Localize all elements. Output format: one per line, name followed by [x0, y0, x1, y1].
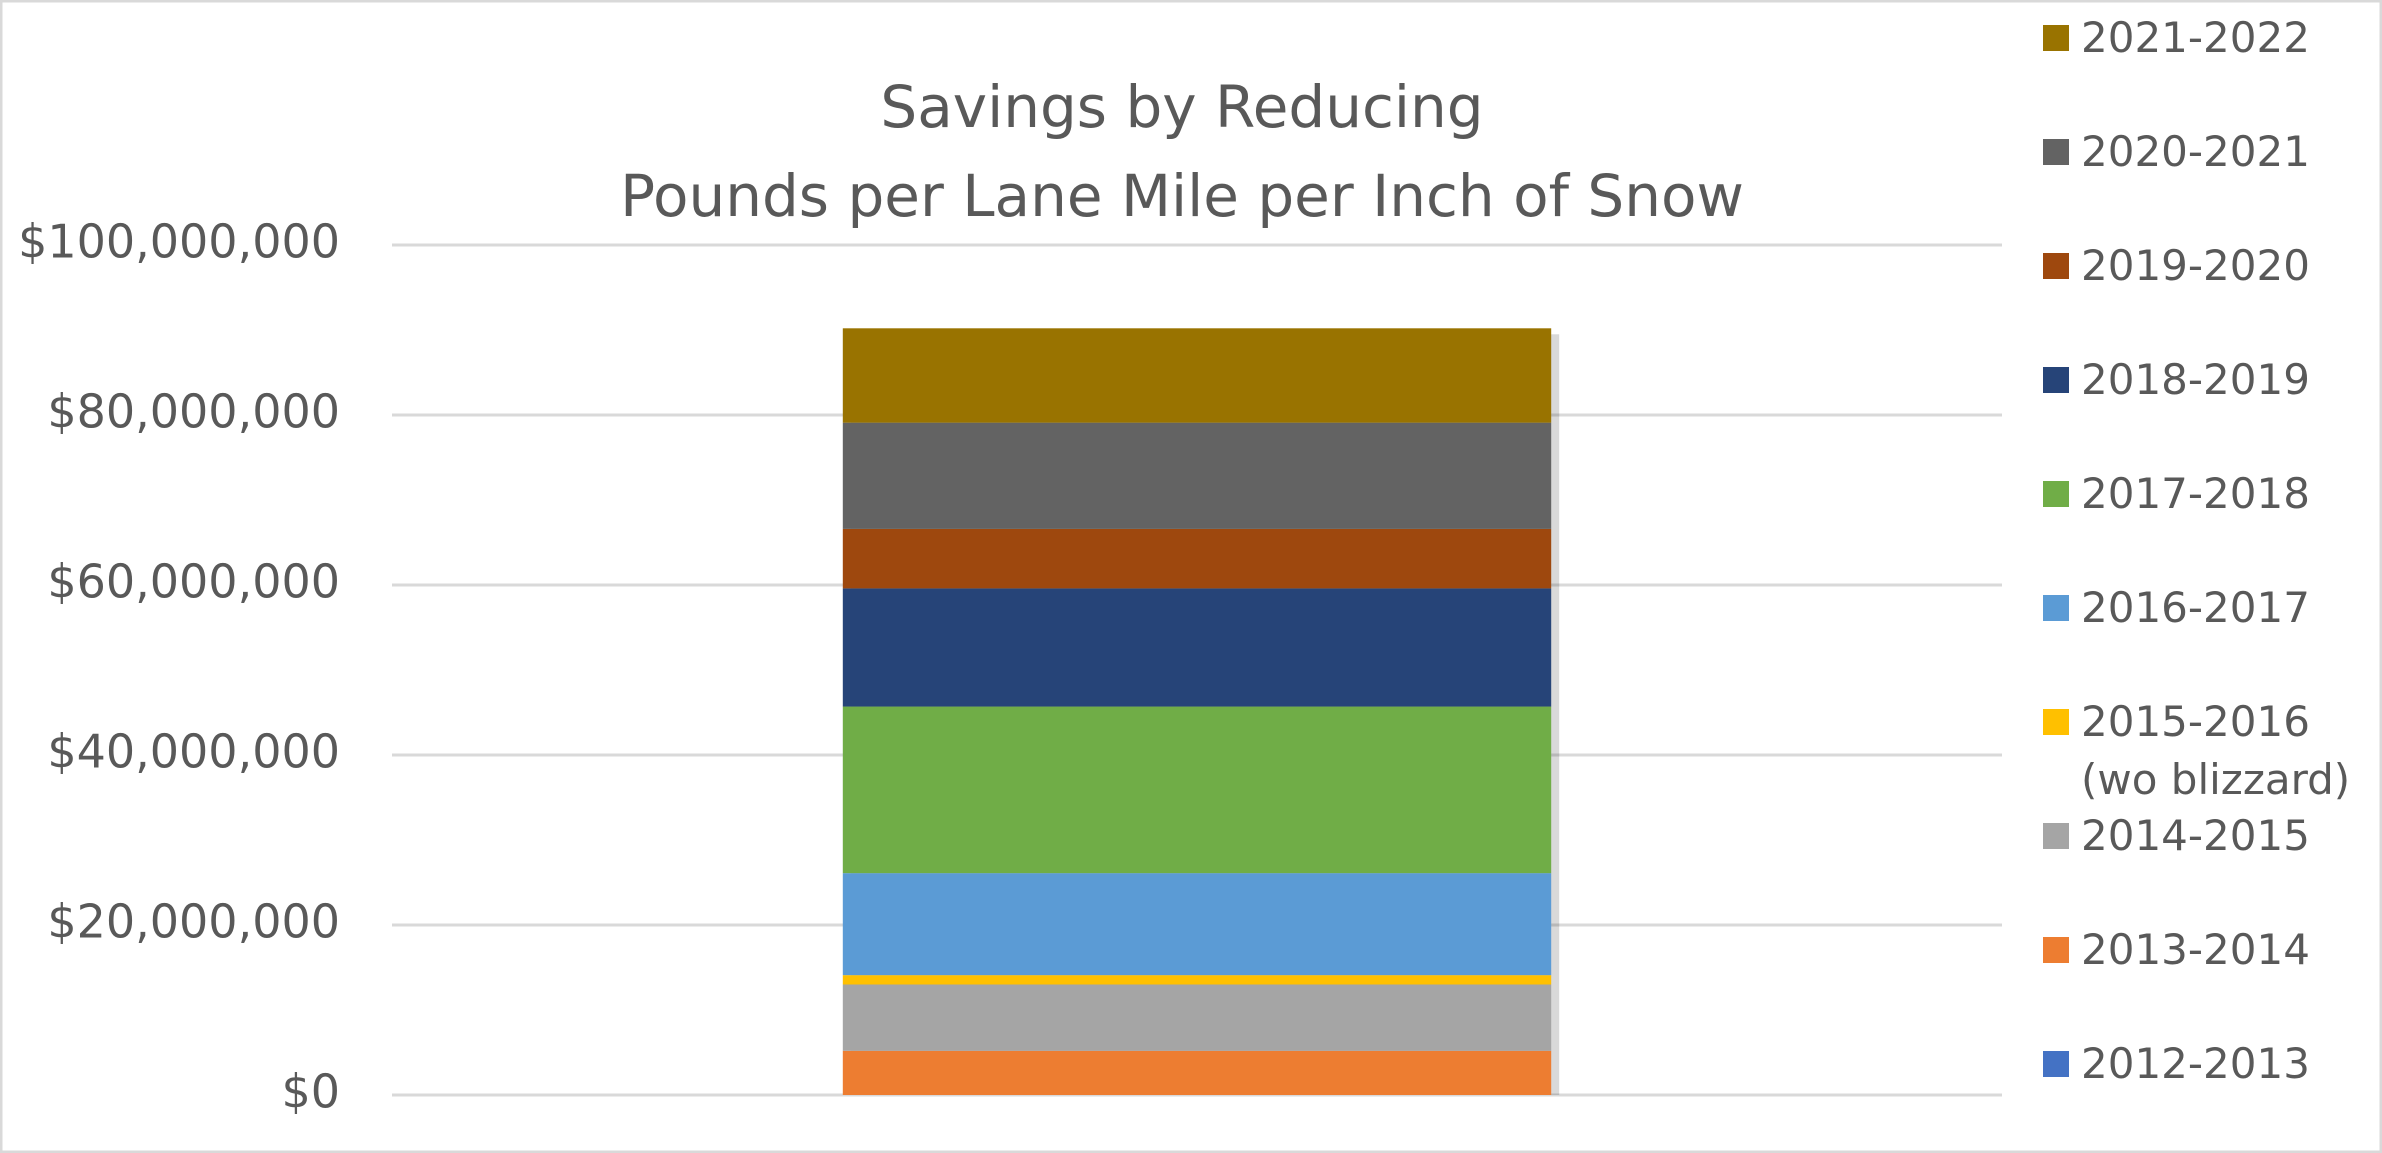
legend-swatch	[2043, 253, 2069, 279]
chart-title: Savings by Reducing	[880, 73, 1483, 141]
y-tick-label: $20,000,000	[47, 895, 340, 949]
legend-label: 2012-2013	[2081, 1039, 2310, 1088]
y-tick-label: $40,000,000	[47, 725, 340, 779]
legend-swatch	[2043, 595, 2069, 621]
bar-segment	[842, 588, 1552, 707]
y-tick-label: $100,000,000	[18, 215, 340, 269]
legend-swatch	[2043, 937, 2069, 963]
legend-item: 2021-2022	[2043, 9, 2373, 67]
legend-swatch	[2043, 823, 2069, 849]
legend-label: 2015-2016 (wo blizzard)	[2081, 697, 2351, 804]
legend-swatch	[2043, 1051, 2069, 1077]
legend-item: 2013-2014	[2043, 921, 2373, 979]
bar-segment	[842, 975, 1552, 985]
legend-label: 2018-2019	[2081, 355, 2310, 404]
legend-item: 2017-2018	[2043, 465, 2373, 523]
bar-segment	[842, 528, 1552, 589]
bar-segment	[842, 328, 1552, 423]
legend-label: 2014-2015	[2081, 811, 2310, 860]
legend-swatch	[2043, 481, 2069, 507]
legend-label: 2016-2017	[2081, 583, 2310, 632]
legend-swatch	[2043, 139, 2069, 165]
legend-label: 2020-2021	[2081, 127, 2310, 176]
bar-segment	[842, 1050, 1552, 1095]
legend-label: 2021-2022	[2081, 13, 2310, 62]
legend-item: 2020-2021	[2043, 123, 2373, 181]
bar-segment	[842, 706, 1552, 874]
bar-segment	[842, 984, 1552, 1051]
chart-subtitle: Pounds per Lane Mile per Inch of Snow	[620, 162, 1744, 230]
y-tick-label: $0	[281, 1065, 340, 1119]
legend-swatch	[2043, 709, 2069, 735]
legend-item: 2016-2017	[2043, 579, 2373, 637]
legend-item: 2018-2019	[2043, 351, 2373, 409]
legend-label: 2017-2018	[2081, 469, 2310, 518]
bar-segment	[842, 422, 1552, 529]
legend-swatch	[2043, 25, 2069, 51]
legend-label: 2013-2014	[2081, 925, 2310, 974]
y-tick-label: $80,000,000	[47, 385, 340, 439]
legend-item: 2019-2020	[2043, 237, 2373, 295]
bar-segment	[842, 873, 1552, 976]
legend-swatch	[2043, 367, 2069, 393]
y-tick-label: $60,000,000	[47, 555, 340, 609]
legend-item: 2012-2013	[2043, 1035, 2373, 1093]
legend-item: 2015-2016 (wo blizzard)	[2043, 693, 2373, 809]
legend-label: 2019-2020	[2081, 241, 2310, 290]
legend-item: 2014-2015	[2043, 807, 2373, 865]
